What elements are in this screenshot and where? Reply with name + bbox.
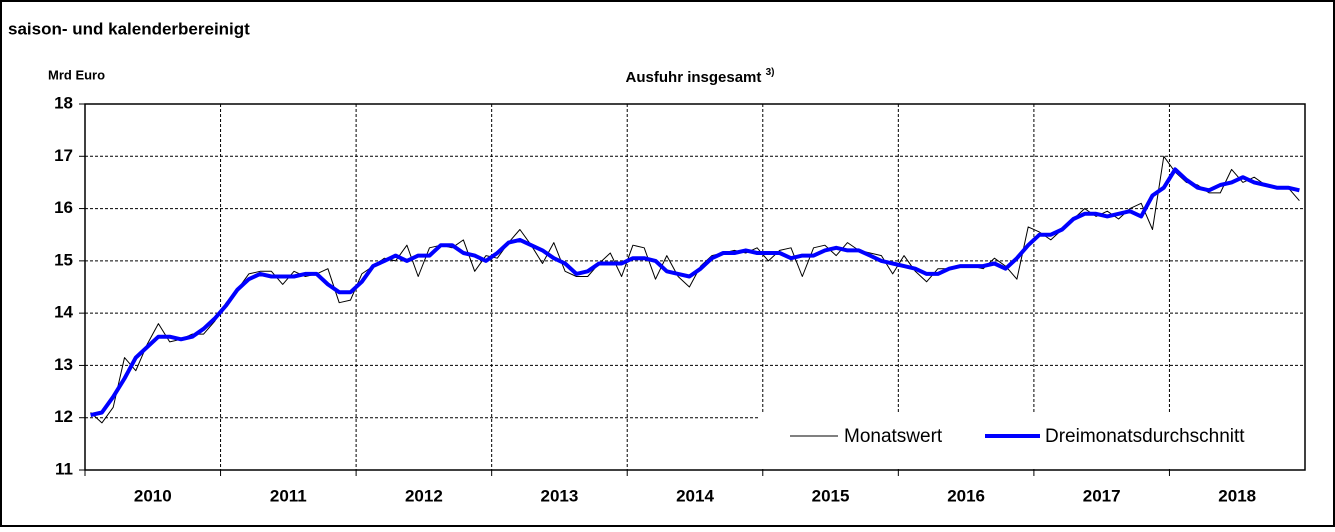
- legend-label: Monatswert: [844, 426, 943, 447]
- x-tick-label: 2016: [947, 486, 985, 505]
- legend: [760, 412, 1304, 469]
- legend-label: Dreimonatsdurchschnitt: [1045, 426, 1245, 447]
- x-tick-label: 2015: [812, 486, 850, 505]
- y-tick-label: 11: [55, 459, 73, 478]
- plot-frame: [84, 103, 1306, 471]
- y-tick-label: 16: [54, 198, 73, 217]
- x-tick-label: 2017: [1083, 486, 1121, 505]
- chart-subtitle: saison- und kalenderbereinigt: [8, 19, 250, 38]
- x-tick-label: 2011: [270, 486, 307, 505]
- y-axis-label: Mrd Euro: [48, 67, 105, 82]
- x-tick-label: 2012: [405, 486, 443, 505]
- series-line: [90, 167, 1300, 418]
- y-tick-label: 17: [54, 146, 73, 165]
- y-tick-label: 12: [54, 407, 73, 426]
- y-tick-label: 18: [54, 93, 73, 112]
- y-tick-label: 15: [54, 250, 73, 269]
- x-tick-label: 2014: [676, 486, 714, 505]
- x-tick-label: 2010: [134, 486, 172, 505]
- chart-title: Ausfuhr insgesamt 3): [626, 67, 775, 86]
- y-tick-label: 13: [54, 355, 73, 374]
- title-note: 3): [766, 67, 775, 78]
- title-text: Ausfuhr insgesamt: [626, 69, 762, 86]
- x-tick-label: 2018: [1218, 486, 1256, 505]
- x-tick-label: 2013: [541, 486, 579, 505]
- y-tick-label: 14: [54, 303, 73, 322]
